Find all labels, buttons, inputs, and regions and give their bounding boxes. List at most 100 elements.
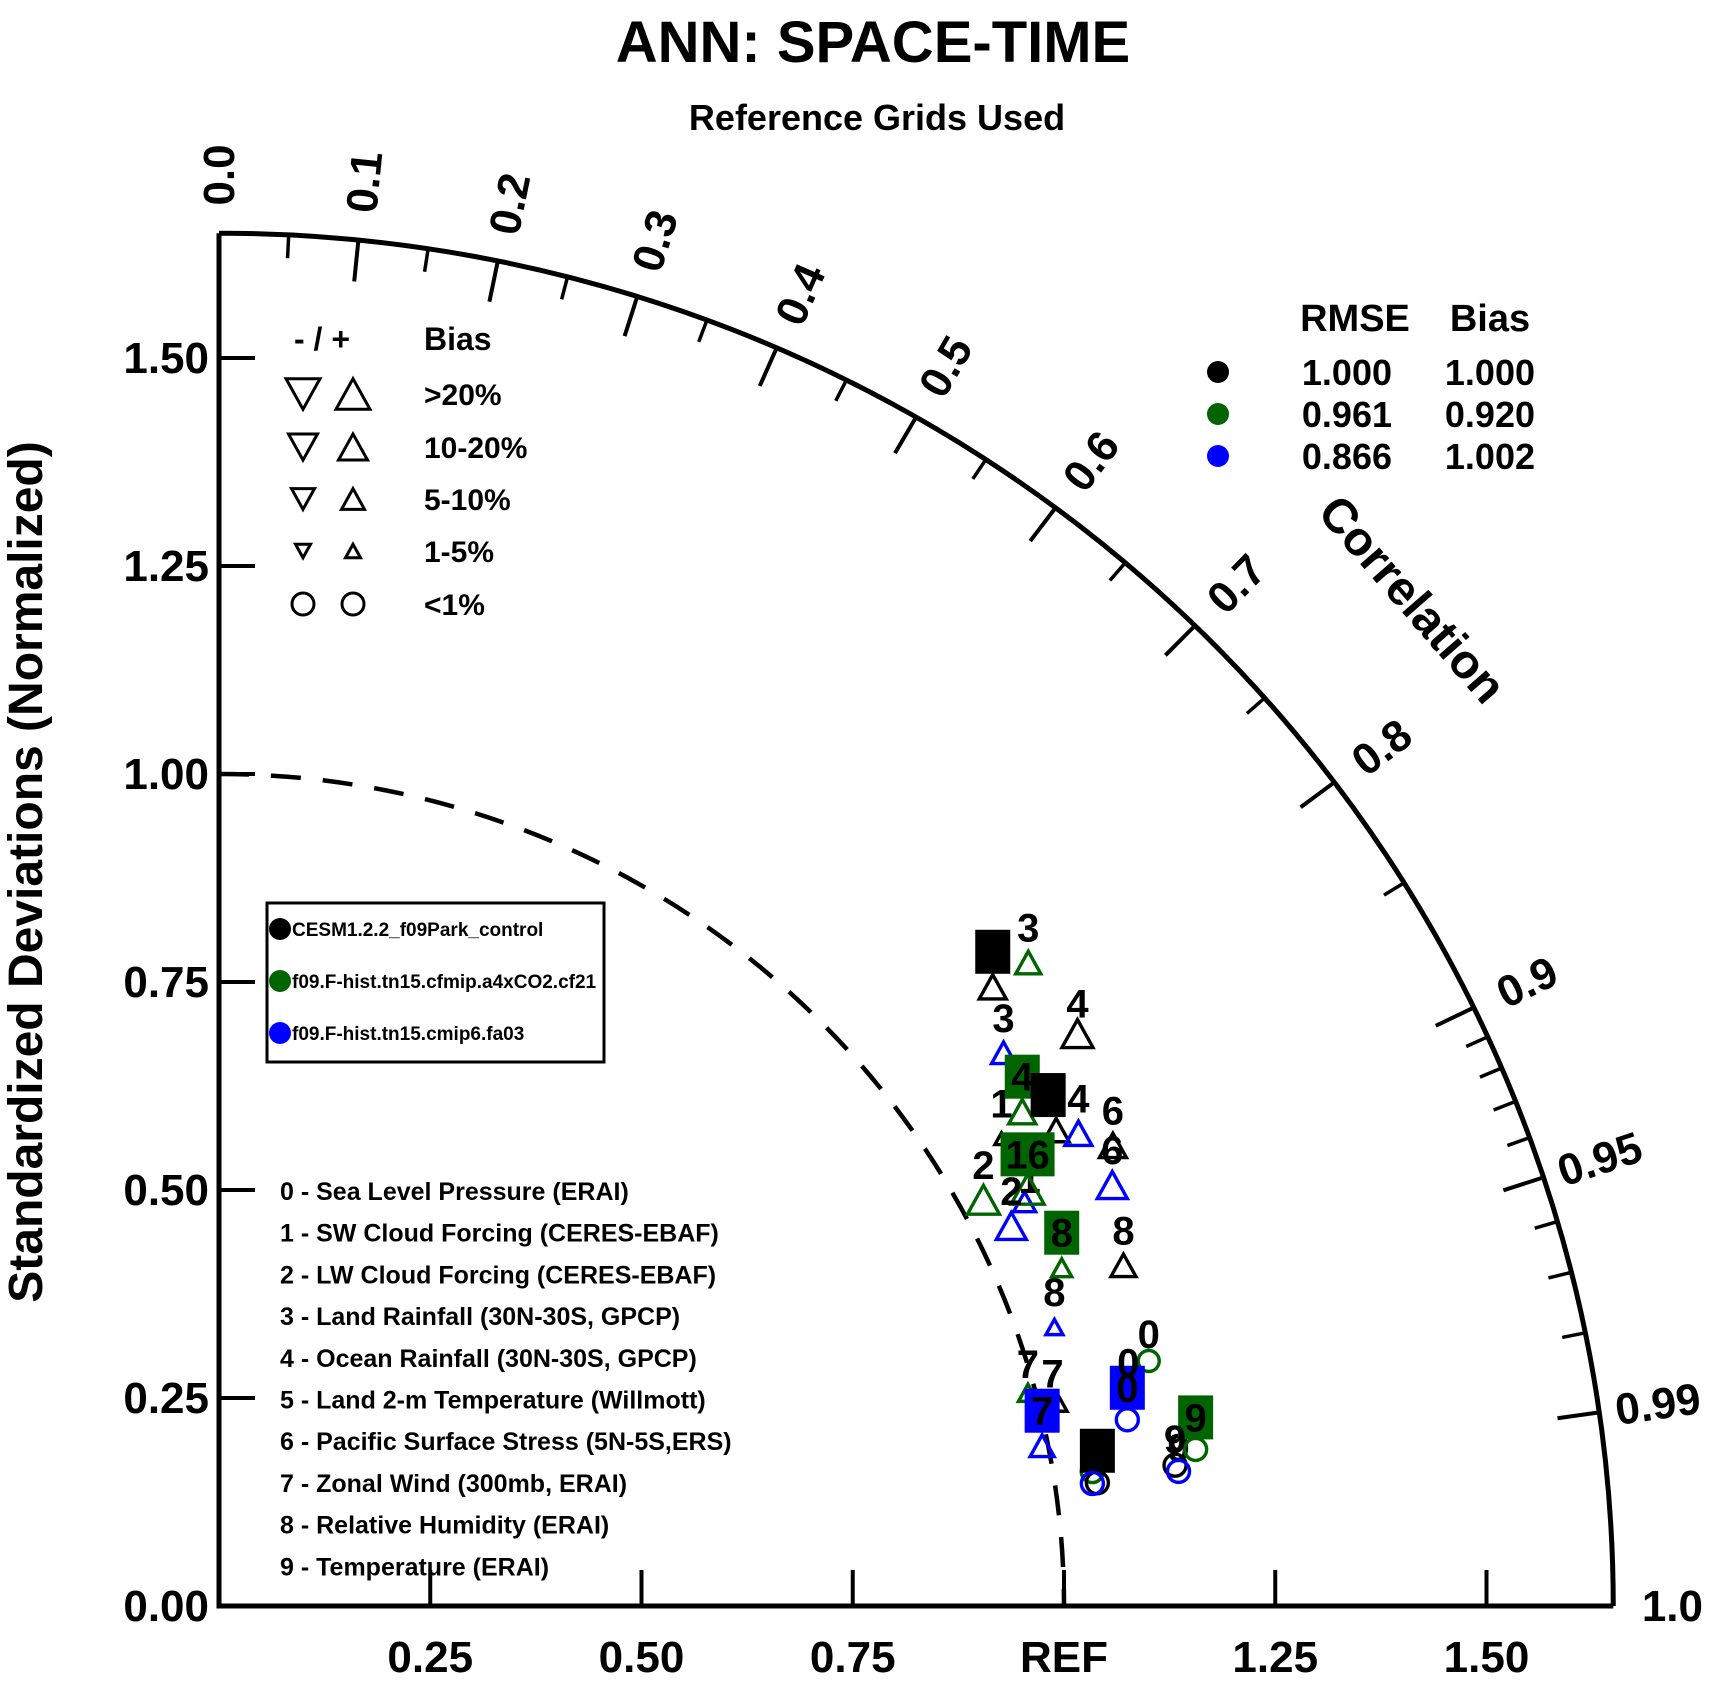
point-1-var9-label-box <box>1178 1395 1214 1440</box>
bias-legend-row-label: 1-5% <box>424 536 494 569</box>
bias-legend-minus-triangle <box>292 542 314 561</box>
point-2-var5-marker <box>1079 1470 1106 1497</box>
correlation-tick <box>1465 1035 1489 1049</box>
bias-legend-plus-triangle <box>333 375 373 411</box>
x-tick-label: 0.25 <box>387 1633 473 1682</box>
correlation-tick <box>487 260 500 303</box>
bias-legend-row-label: 10-20% <box>424 432 527 465</box>
variable-list-item: 6 - Pacific Surface Stress (5N-5S,ERS) <box>280 1428 732 1456</box>
variable-list-item: 5 - Land 2-m Temperature (Willmott) <box>280 1387 706 1415</box>
stats-bias-value: 0.920 <box>1445 394 1535 435</box>
correlation-tick-label: 0.8 <box>1343 710 1421 786</box>
correlation-tick <box>1502 1175 1545 1193</box>
correlation-tick <box>1108 561 1127 582</box>
correlation-tick <box>1479 1066 1503 1079</box>
bias-legend-plus-triangle <box>335 430 371 462</box>
correlation-tick <box>285 234 291 259</box>
y-tick-label: 1.00 <box>123 750 209 799</box>
correlation-tick-label: 1.0 <box>1642 1582 1703 1631</box>
correlation-tick <box>559 276 570 300</box>
correlation-tick <box>834 379 848 402</box>
point-0-var2-label-box <box>1030 1073 1066 1118</box>
y-axis-title: Standardized Deviations (Normalized) <box>0 441 53 1303</box>
stats-dot <box>1207 445 1229 467</box>
correlation-tick-label: 0.5 <box>910 328 983 405</box>
x-tick-label: 0.75 <box>810 1633 896 1682</box>
model-legend-dot <box>269 1022 291 1044</box>
correlation-tick-label: 0.2 <box>480 169 540 239</box>
x-tick-label: 0.50 <box>599 1633 685 1682</box>
variable-list-item: 7 - Zonal Wind (300mb, ERAI) <box>280 1470 627 1498</box>
bias-legend-minus-triangle <box>288 487 318 513</box>
correlation-tick-label: 0.3 <box>623 204 688 277</box>
y-tick-label: 1.25 <box>123 542 209 591</box>
point-0-var5-label-box <box>1079 1428 1115 1473</box>
point-1-var4-label: 4 <box>1011 1056 1034 1100</box>
bias-legend-minus-triangle <box>283 377 323 413</box>
point-1-var2-label: 2 <box>972 1144 994 1188</box>
y-tick-label: 1.50 <box>123 334 209 383</box>
correlation-arc <box>218 230 1616 1607</box>
bias-legend-row-label: >20% <box>424 379 502 412</box>
model-legend-name: f09.F-hist.tn15.cmip6.fa03 <box>292 1024 524 1045</box>
point-2-var6-label: 6 <box>1101 1129 1123 1173</box>
stats-dot <box>1207 403 1229 425</box>
point-2-var2-marker <box>993 1208 1030 1242</box>
point-1-var1-label: 16 <box>1005 1133 1050 1177</box>
point-1-var9-label: 9 <box>1185 1396 1207 1440</box>
stats-bias-value: 1.000 <box>1445 352 1535 393</box>
point-1-var1-label-box <box>1000 1132 1055 1177</box>
point-0-var5-label: 5 <box>1086 1430 1108 1474</box>
point-2-var4-marker <box>1062 1117 1095 1148</box>
bias-legend-plus-circle <box>340 591 366 617</box>
generated-chart-content: 0.25 0.50 0.75 REF 1.25 1.500.000.250.500.751… <box>123 144 1703 1682</box>
model-legend-name: f09.F-hist.tn15.cfmip.a4xCO2.cf21 <box>292 972 597 993</box>
correlation-tick <box>893 416 918 455</box>
point-0-var6-marker <box>1096 1129 1130 1160</box>
point-2-var4-label: 4 <box>1067 1077 1090 1121</box>
correlation-tick <box>971 458 988 480</box>
point-1-var8-marker <box>1048 1255 1075 1279</box>
stats-rmse-value: 1.000 <box>1302 352 1392 393</box>
point-2-var6-marker <box>1094 1168 1131 1201</box>
y-tick-label: 0.25 <box>123 1374 209 1423</box>
correlation-tick <box>1506 1135 1531 1148</box>
point-0-var4-marker <box>1059 1016 1096 1050</box>
point-2-var0-label-box <box>1109 1365 1145 1410</box>
correlation-tick <box>1493 1099 1517 1112</box>
point-2-var7-marker <box>1027 1431 1058 1459</box>
y-tick-label: 0.75 <box>123 958 209 1007</box>
correlation-tick <box>1561 1331 1586 1340</box>
variable-list-item: 4 - Ocean Rainfall (30N-30S, GPCP) <box>280 1345 697 1373</box>
point-1-var1-marker <box>1008 1170 1047 1206</box>
axis-frame <box>216 233 1614 1609</box>
correlation-tick-label: 0.99 <box>1612 1374 1704 1435</box>
point-0-var3-label-box <box>975 929 1011 974</box>
point-1-var0-label: 0 <box>1138 1313 1160 1357</box>
point-0-var3-marker <box>976 971 1010 1001</box>
point-0-var4-label: 4 <box>1066 983 1089 1027</box>
stats-header-rmse: RMSE <box>1300 298 1410 340</box>
correlation-tick-label: 0.0 <box>195 144 244 205</box>
variable-list-item: 9 - Temperature (ERAI) <box>280 1553 549 1581</box>
page-title: ANN: SPACE-TIME <box>616 10 1130 75</box>
variable-list-item: 2 - LW Cloud Forcing (CERES-EBAF) <box>280 1261 716 1289</box>
correlation-tick-label: 0.95 <box>1552 1123 1649 1196</box>
model-legend-name: CESM1.2.2_f09Park_control <box>292 920 543 941</box>
bias-legend-plus-triangle <box>338 485 368 511</box>
correlation-tick <box>1534 1219 1558 1230</box>
correlation-tick <box>622 295 640 337</box>
correlation-tick-label: 0.1 <box>337 149 392 215</box>
point-1-var8-label: 8 <box>1051 1212 1073 1256</box>
point-2-var2-label: 2 <box>1000 1170 1022 1214</box>
correlation-tick <box>1548 1270 1572 1280</box>
correlation-tick-label: 0.4 <box>766 256 836 332</box>
point-2-var0-label: 0 <box>1116 1367 1138 1411</box>
stats-rmse-value: 0.866 <box>1302 436 1392 477</box>
point-1-var0-marker <box>1136 1348 1161 1374</box>
model-legend-dot <box>269 918 291 940</box>
correlation-tick <box>1299 780 1336 809</box>
point-0-var3-label: 3 <box>982 931 1004 975</box>
point-2-var3-marker <box>988 1038 1019 1066</box>
